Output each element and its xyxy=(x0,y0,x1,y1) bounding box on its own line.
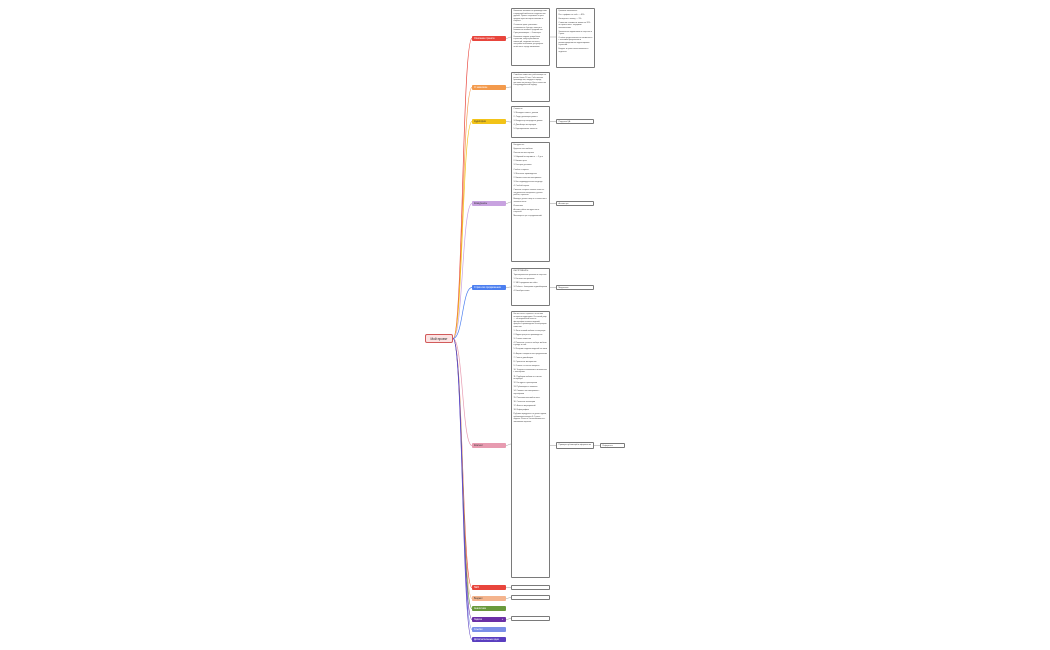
branch-connector xyxy=(452,38,473,339)
side-note-audience[interactable]: Портреты ЦА xyxy=(556,119,594,124)
branch-connector xyxy=(452,287,473,339)
branch-connector xyxy=(452,338,473,446)
note-strategy: ИНСТРУМЕНТЫ: Таргетированная реклама в с… xyxy=(511,268,550,306)
branch-content[interactable]: Контент xyxy=(472,443,506,448)
branch-links[interactable]: Ссылки xyxy=(472,627,506,632)
side-note-strategy[interactable]: Медиаплан xyxy=(556,285,594,290)
note-connector xyxy=(505,121,512,123)
root-node[interactable]: Мой проект xyxy=(425,334,453,343)
note-connector xyxy=(505,443,512,446)
branch-connector xyxy=(452,87,473,339)
note-connector xyxy=(505,201,512,204)
note-description: Компания занимается производством и прод… xyxy=(511,8,550,66)
branch-competitors[interactable]: Конкуренты xyxy=(472,201,506,206)
note-connector xyxy=(505,86,512,88)
branch-strategy[interactable]: Стратегия продвижения xyxy=(472,285,506,290)
note-budget[interactable] xyxy=(511,595,550,600)
side-note-content-sub[interactable]: Референсы xyxy=(600,443,625,448)
note-seo[interactable] xyxy=(511,585,550,590)
branch-budget[interactable]: Бюджет xyxy=(472,596,506,601)
branch-description[interactable]: Описание проекта xyxy=(472,36,506,41)
note-connector xyxy=(505,286,512,288)
side-note-content[interactable]: Примеры публикаций и оформление xyxy=(556,442,594,449)
branch-connector xyxy=(452,203,473,339)
branch-connector xyxy=(452,338,473,640)
note-audience: Сегменты: 1. Молодые семьи с детьми 2. Л… xyxy=(511,106,550,138)
side-note-competitors[interactable]: Анализ цен xyxy=(556,201,594,206)
branch-seo[interactable]: SEO xyxy=(472,585,506,590)
note-competitors: Конкуренты: Крупные сети мебели Локальны… xyxy=(511,142,550,262)
side-note-description: Целевые показатели: Рост трафика на сайт… xyxy=(556,8,595,68)
branch-ideas[interactable]: Дополнительные идеи xyxy=(472,637,506,642)
branch-analytics[interactable]: Аналитика xyxy=(472,606,506,611)
note-tasks[interactable] xyxy=(511,616,550,621)
branch-client[interactable]: О заказчике xyxy=(472,85,506,90)
note-connector xyxy=(505,618,512,620)
note-connector xyxy=(505,36,512,39)
note-content: Контент-план строится на основе интересо… xyxy=(511,311,550,578)
branch-connector xyxy=(452,121,473,339)
branch-tasks[interactable]: Задачи xyxy=(472,617,506,622)
note-client: Семейная компания, работающая на рынке б… xyxy=(511,72,550,102)
expand-icon[interactable]: + xyxy=(501,618,504,621)
branch-audience[interactable]: Аудитория xyxy=(472,119,506,124)
note-connector xyxy=(505,597,512,599)
